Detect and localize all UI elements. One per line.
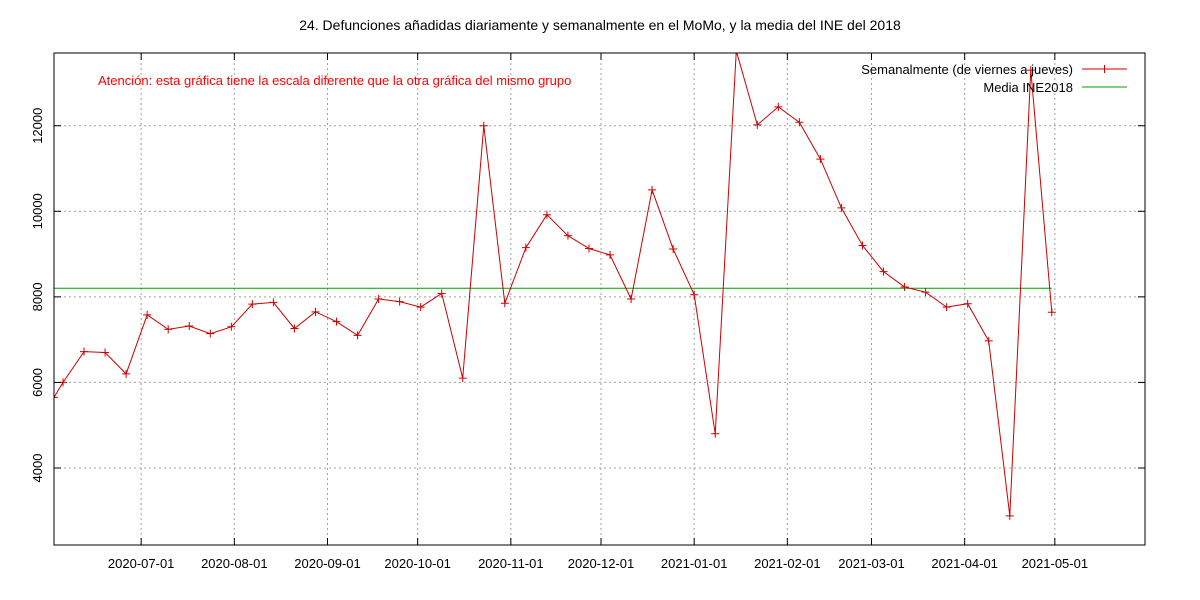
data-point-marker <box>185 321 194 330</box>
data-point-marker <box>269 298 278 307</box>
data-point-marker <box>774 102 783 111</box>
data-point-marker <box>458 374 467 383</box>
data-point-marker <box>395 297 404 306</box>
data-point-marker <box>164 325 173 334</box>
data-point-marker <box>227 322 236 331</box>
data-point-marker <box>563 231 572 240</box>
data-point-marker <box>80 347 89 356</box>
data-point-marker <box>753 120 762 129</box>
data-point-marker <box>984 336 993 345</box>
legend-label-weekly: Semanalmente (de viernes a jueves) <box>861 62 1073 77</box>
x-tick-label: 2020-11-01 <box>478 556 544 571</box>
data-point-marker <box>143 310 152 319</box>
data-point-marker <box>921 288 930 297</box>
data-point-marker <box>437 289 446 298</box>
x-tick-label: 2021-05-01 <box>1022 556 1089 571</box>
legend-marker-weekly <box>1100 65 1109 73</box>
data-point-marker <box>963 299 972 308</box>
data-point-marker <box>816 155 825 164</box>
tick-marks <box>54 53 1145 545</box>
data-point-marker <box>122 369 131 378</box>
data-point-marker <box>1047 308 1056 317</box>
data-point-marker <box>627 295 636 303</box>
data-point-marker <box>416 303 425 312</box>
data-point-marker <box>311 307 320 316</box>
x-tick-label: 2021-02-01 <box>754 556 821 571</box>
data-point-marker <box>1005 511 1014 520</box>
plot-frame <box>53 52 1146 546</box>
chart-note: Atención: esta gráfica tiene la escala d… <box>98 73 571 88</box>
data-point-marker <box>54 393 58 402</box>
x-tick-label: 2021-04-01 <box>931 556 998 571</box>
legend: Semanalmente (de viernes a jueves) Media… <box>861 62 1127 95</box>
x-tick-label: 2020-08-01 <box>201 556 268 571</box>
data-point-marker <box>735 53 737 55</box>
data-point-marker <box>900 283 909 292</box>
data-point-marker <box>500 299 509 308</box>
tick-labels: 4000 6000 8000 10000 12000 2020-07-01 2020-08-… <box>30 108 1088 571</box>
data-point-marker <box>248 300 257 309</box>
data-point-marker <box>606 250 615 259</box>
chart-title: 24. Defunciones añadidas diariamente y s… <box>299 17 901 33</box>
y-tick-label: 12000 <box>30 108 45 144</box>
data-point-marker <box>101 348 110 357</box>
x-tick-label: 2020-09-01 <box>294 556 361 571</box>
y-tick-label: 10000 <box>30 193 45 229</box>
data-point-marker <box>942 303 951 312</box>
data-point-marker <box>290 324 299 333</box>
data-point-marker <box>795 118 804 127</box>
data-point-marker <box>584 244 593 253</box>
series-layer <box>54 53 1056 520</box>
data-point-marker <box>479 121 488 130</box>
data-point-marker <box>521 243 530 252</box>
x-tick-label: 2021-01-01 <box>661 556 728 571</box>
y-tick-label: 8000 <box>30 282 45 311</box>
data-point-marker <box>374 295 383 303</box>
weekly-series <box>54 53 1056 520</box>
data-point-marker <box>353 331 362 340</box>
data-point-marker <box>837 203 846 212</box>
x-tick-label: 2020-07-01 <box>108 556 175 571</box>
data-point-marker <box>669 244 678 253</box>
data-point-marker <box>206 329 215 338</box>
y-tick-label: 6000 <box>30 368 45 397</box>
data-point-marker <box>332 317 341 326</box>
data-point-marker <box>879 267 888 276</box>
data-point-marker <box>858 241 867 250</box>
weekly-series-line <box>54 53 1053 516</box>
data-point-marker <box>711 429 720 438</box>
x-tick-label: 2020-10-01 <box>384 556 451 571</box>
data-point-marker <box>1026 66 1035 75</box>
x-tick-label: 2021-03-01 <box>838 556 905 571</box>
y-tick-label: 4000 <box>30 454 45 483</box>
grid-lines <box>54 53 1145 545</box>
x-tick-label: 2020-12-01 <box>568 556 635 571</box>
data-point-marker <box>542 210 551 219</box>
data-point-marker <box>648 185 657 194</box>
legend-label-ine2018: Media INE2018 <box>983 80 1073 95</box>
data-point-marker <box>690 290 699 299</box>
